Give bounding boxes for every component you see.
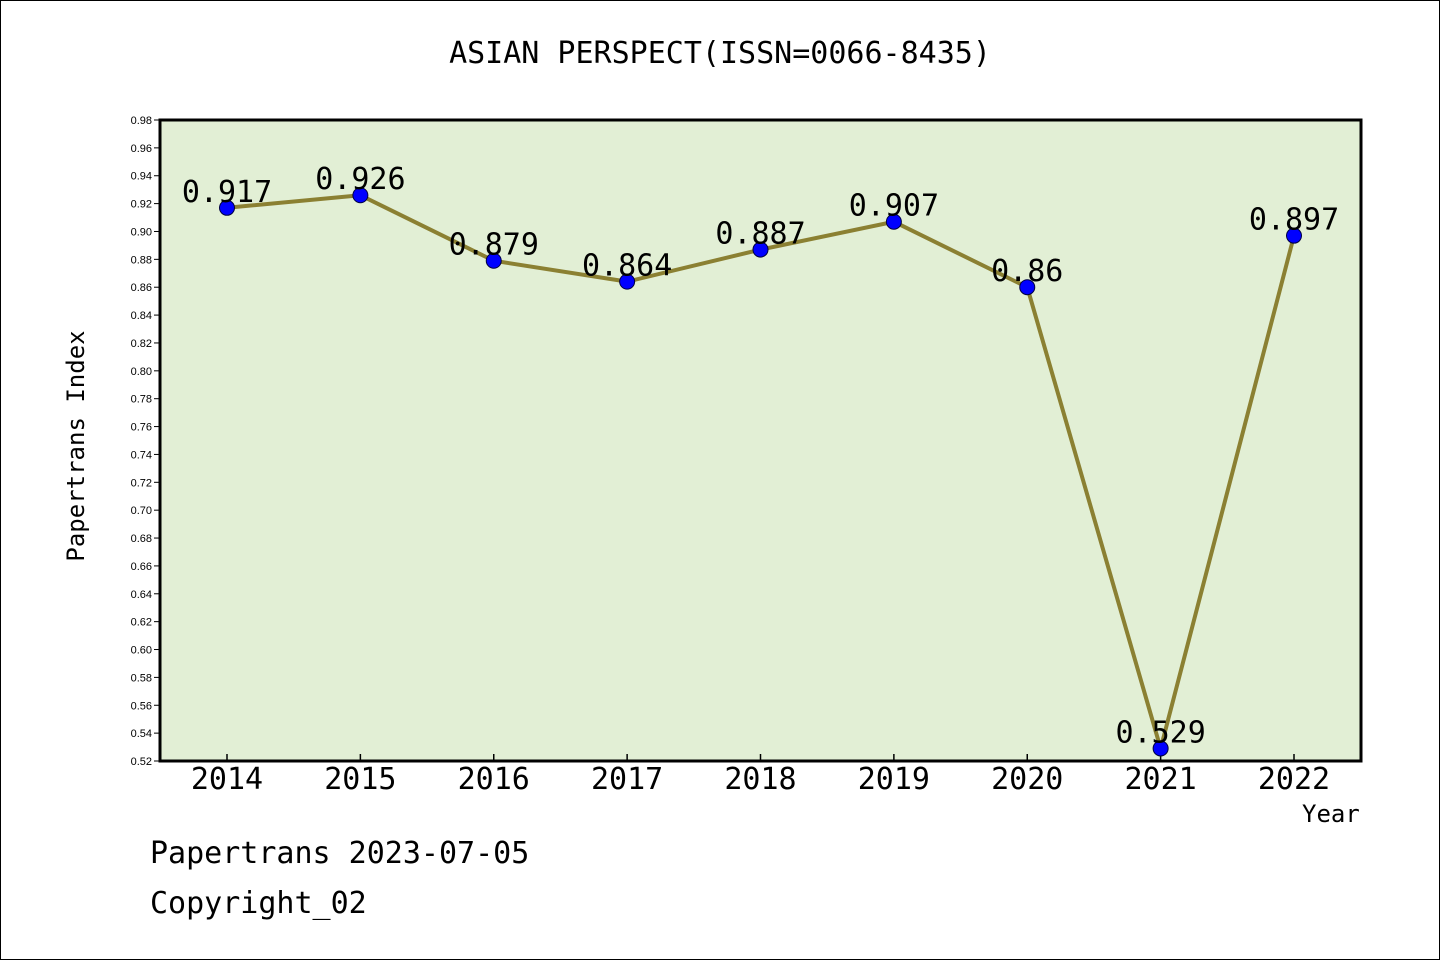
y-tick-label: 0.78 <box>131 394 152 406</box>
y-tick-label: 0.96 <box>131 143 152 155</box>
data-label: 0.529 <box>1115 715 1205 750</box>
y-tick-label: 0.68 <box>131 533 152 545</box>
y-tick-label: 0.72 <box>131 477 152 489</box>
y-tick-label: 0.90 <box>131 226 152 238</box>
y-tick-label: 0.86 <box>131 282 152 294</box>
y-tick-label: 0.80 <box>131 366 152 378</box>
data-point <box>885 213 902 230</box>
data-label: 0.907 <box>849 189 939 224</box>
x-tick-label: 2014 <box>191 762 263 797</box>
data-label: 0.887 <box>715 217 805 252</box>
x-tick-label: 2021 <box>1125 762 1197 797</box>
y-tick-label: 0.98 <box>131 115 152 127</box>
x-tick-label: 2022 <box>1258 762 1330 797</box>
data-label: 0.897 <box>1249 203 1339 238</box>
y-tick-label: 0.66 <box>131 561 152 573</box>
footer-copyright: Copyright_02 <box>150 886 367 921</box>
data-label: 0.864 <box>582 249 672 284</box>
plot-area <box>158 118 1363 763</box>
y-tick-label: 0.58 <box>131 672 152 684</box>
y-tick-label: 0.64 <box>131 589 152 601</box>
data-points <box>219 187 1302 757</box>
y-tick-label: 0.60 <box>131 645 152 657</box>
x-tick-label: 2020 <box>991 762 1063 797</box>
data-labels: 0.917 0.926 0.879 0.864 0.887 0.907 0.86 0.529 0… <box>182 162 1339 750</box>
data-point <box>1286 227 1302 244</box>
y-tick-label: 0.88 <box>131 254 152 266</box>
y-tick-label: 0.82 <box>131 338 152 350</box>
chart-title: ASIAN PERSPECT(ISSN=0066-8435) <box>449 36 991 71</box>
y-tick-label: 0.76 <box>131 422 152 434</box>
data-point <box>485 252 502 269</box>
data-label: 0.879 <box>449 228 539 263</box>
data-point <box>619 273 636 290</box>
y-tick-label: 0.94 <box>131 171 152 183</box>
y-tick-label: 0.70 <box>131 505 152 517</box>
data-point <box>1019 279 1036 296</box>
x-axis: 2014 2015 2016 2017 2018 2019 2020 2021 2022 <box>191 754 1330 797</box>
data-point <box>352 187 369 204</box>
data-label: 0.926 <box>315 162 405 197</box>
data-point <box>752 241 769 258</box>
x-axis-label: Year <box>1302 800 1360 828</box>
x-tick-label: 2016 <box>458 762 530 797</box>
data-point <box>1152 740 1169 757</box>
x-tick-label: 2017 <box>591 762 663 797</box>
y-tick-label: 0.74 <box>131 449 152 461</box>
y-tick-label: 0.84 <box>131 310 152 322</box>
x-tick-label: 2019 <box>858 762 930 797</box>
data-label: 0.917 <box>182 175 272 210</box>
data-point <box>219 199 235 216</box>
data-label: 0.86 <box>991 254 1063 289</box>
footer-date: Papertrans 2023-07-05 <box>150 836 530 871</box>
x-tick-label: 2018 <box>724 762 796 797</box>
y-tick-label: 0.62 <box>131 617 152 629</box>
y-tick-label: 0.54 <box>131 728 152 740</box>
y-axis: 0.52 0.54 0.56 0.58 0.60 0.62 0.64 0.66 0.68 0.70… <box>131 115 160 768</box>
y-tick-label: 0.56 <box>131 700 152 712</box>
y-tick-label: 0.92 <box>131 199 152 211</box>
x-tick-label: 2015 <box>324 762 396 797</box>
y-tick-label: 0.52 <box>131 756 152 768</box>
